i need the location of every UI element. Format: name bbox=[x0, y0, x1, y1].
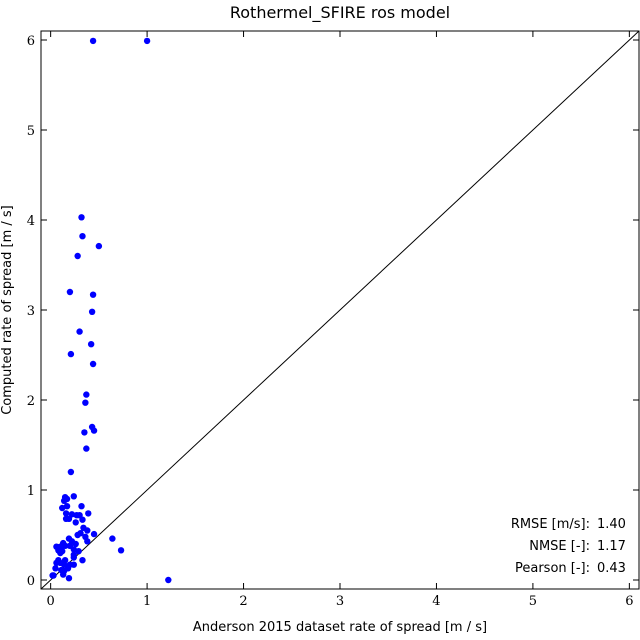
y-tick-label: 4 bbox=[27, 214, 35, 229]
data-point bbox=[83, 391, 90, 398]
y-tick-label: 3 bbox=[27, 304, 35, 319]
y-ticks: 0 1 2 3 4 5 6 bbox=[27, 34, 639, 589]
y-tick-label: 0 bbox=[27, 574, 35, 589]
data-point bbox=[89, 291, 97, 298]
data-point bbox=[89, 37, 97, 45]
x-tick-label: 6 bbox=[625, 594, 633, 609]
data-point bbox=[57, 549, 64, 557]
data-point bbox=[83, 445, 90, 452]
data-point bbox=[76, 328, 83, 335]
data-point bbox=[84, 527, 91, 534]
x-tick-label: 5 bbox=[529, 594, 537, 609]
identity-line bbox=[40, 30, 640, 590]
data-point bbox=[61, 542, 69, 549]
data-point bbox=[143, 37, 151, 45]
data-point bbox=[65, 515, 73, 522]
data-point bbox=[67, 468, 75, 476]
stat-label: Pearson [-]: bbox=[515, 561, 590, 576]
data-point bbox=[59, 504, 66, 512]
x-ticks: 0 1 2 3 4 5 6 bbox=[47, 31, 633, 609]
data-point bbox=[79, 516, 86, 523]
chart-title: Rothermel_SFIRE ros model bbox=[230, 3, 450, 23]
data-point bbox=[62, 510, 70, 517]
data-point bbox=[70, 493, 77, 500]
data-point bbox=[75, 548, 82, 555]
data-point bbox=[66, 288, 74, 296]
data-point bbox=[109, 535, 116, 542]
data-point bbox=[81, 429, 88, 436]
data-point bbox=[85, 510, 92, 517]
y-tick-label: 2 bbox=[27, 394, 35, 409]
x-tick-label: 0 bbox=[47, 594, 55, 609]
data-point bbox=[165, 576, 172, 584]
data-point bbox=[74, 252, 81, 260]
y-axis-label: Computed rate of spread [m / s] bbox=[0, 205, 15, 415]
data-point bbox=[63, 503, 71, 510]
data-point bbox=[60, 497, 68, 504]
data-point bbox=[79, 233, 86, 240]
data-point bbox=[90, 530, 98, 538]
stat-value: 1.17 bbox=[597, 539, 626, 554]
data-point bbox=[84, 538, 91, 545]
data-points bbox=[49, 37, 172, 584]
data-point bbox=[88, 308, 96, 315]
data-point bbox=[67, 350, 75, 358]
data-point bbox=[65, 575, 73, 582]
data-point bbox=[70, 554, 77, 561]
data-point bbox=[64, 565, 72, 572]
stat-label: RMSE [m/s]: bbox=[511, 517, 590, 532]
data-point bbox=[72, 540, 79, 548]
data-point bbox=[78, 214, 85, 221]
stats-box: RMSE [m/s]: 1.40 NMSE [-]: 1.17 Pearson [-]:… bbox=[511, 517, 626, 576]
data-point bbox=[70, 561, 77, 568]
data-point bbox=[72, 519, 79, 526]
data-point bbox=[78, 503, 85, 510]
x-tick-label: 3 bbox=[336, 594, 344, 609]
data-point bbox=[117, 547, 125, 554]
plot-area: 0 1 2 3 4 5 6 0 1 2 3 4 5 6 bbox=[27, 30, 640, 609]
stat-value: 1.40 bbox=[597, 517, 626, 532]
x-tick-label: 4 bbox=[432, 594, 440, 609]
data-point bbox=[79, 557, 86, 564]
data-point bbox=[89, 360, 97, 368]
data-point bbox=[95, 242, 103, 250]
x-tick-label: 1 bbox=[143, 594, 151, 609]
y-tick-label: 5 bbox=[27, 124, 35, 139]
x-axis-label: Anderson 2015 dataset rate of spread [m … bbox=[193, 620, 487, 635]
data-point bbox=[87, 341, 95, 348]
data-point bbox=[70, 546, 77, 553]
data-point bbox=[59, 571, 67, 578]
data-point bbox=[74, 531, 81, 539]
data-point bbox=[50, 572, 57, 579]
stat-label: NMSE [-]: bbox=[529, 539, 590, 554]
y-tick-label: 1 bbox=[27, 484, 35, 499]
y-tick-label: 6 bbox=[27, 34, 35, 49]
data-point bbox=[52, 565, 59, 572]
stat-value: 0.43 bbox=[597, 561, 626, 576]
x-tick-label: 2 bbox=[239, 594, 247, 609]
data-point bbox=[90, 427, 98, 434]
data-point bbox=[82, 399, 89, 406]
